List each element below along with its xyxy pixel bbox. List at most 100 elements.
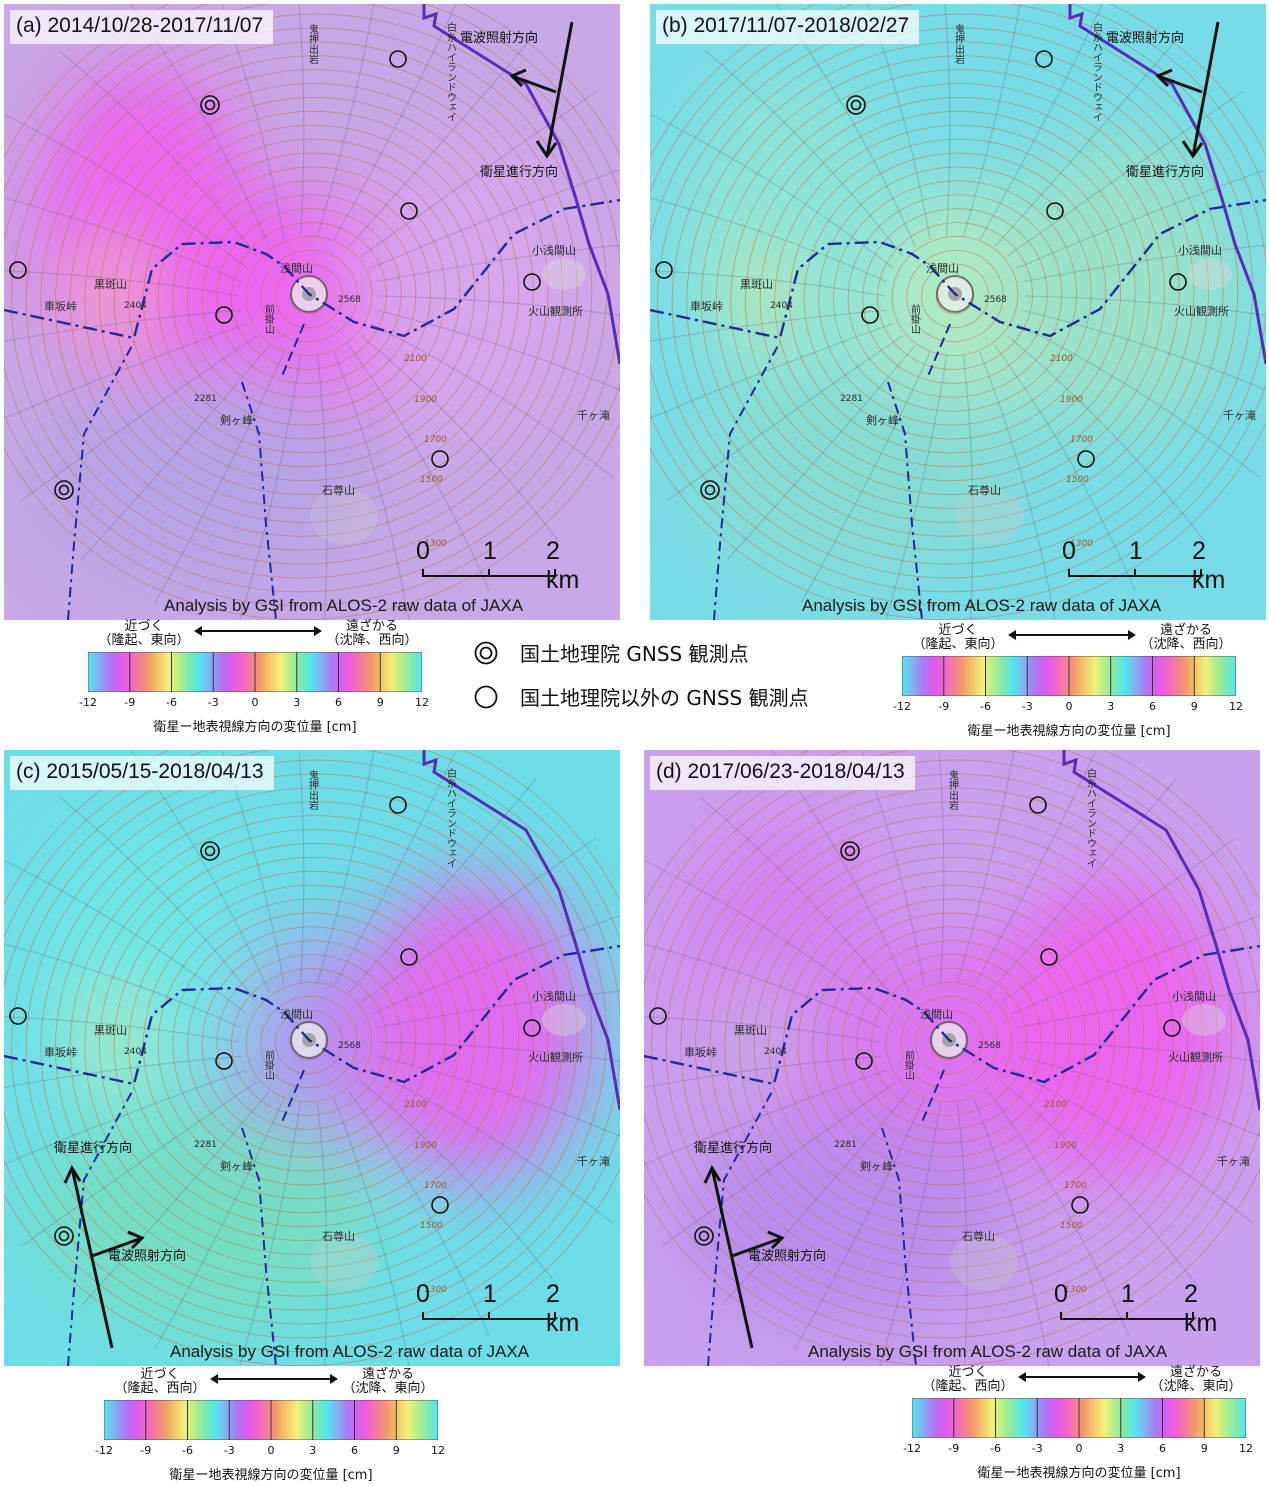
place-label: 剣ヶ峰 xyxy=(220,414,253,427)
credit-text: Analysis by GSI from ALOS-2 raw data of … xyxy=(170,1342,530,1361)
legend-near: 近づく xyxy=(938,623,978,638)
satellite-geometry xyxy=(509,21,574,159)
scale-bar: 0 1 2 km xyxy=(1054,1280,1217,1340)
double-arrow-icon xyxy=(210,1374,338,1384)
boundary-line xyxy=(921,1069,945,1123)
contour-elevation-labels: 2100 1900 1700 1500 1300 xyxy=(1050,354,1093,549)
gnss-station-icon xyxy=(1077,450,1095,468)
place-label: 車坂峠 xyxy=(44,1045,77,1059)
color-bar-tick: 6 xyxy=(351,1444,358,1457)
legend-far-sub: （沈降、西向） xyxy=(326,633,418,648)
color-bar xyxy=(902,656,1236,696)
place-label: 白糸ハイランドウェイ xyxy=(1091,21,1103,122)
place-label: 白糸ハイランドウェイ xyxy=(445,767,457,868)
color-bar xyxy=(88,652,422,692)
color-bar xyxy=(104,1400,438,1440)
scale-2: 2 km xyxy=(1192,537,1226,594)
place-label: 浅間山 xyxy=(280,262,313,275)
place-label: 前掛山 xyxy=(263,1049,275,1080)
panel-title: (c) 2015/05/15-2018/04/13 xyxy=(10,756,274,790)
gnss-station-icon xyxy=(655,261,673,279)
place-label: 黒斑山 xyxy=(734,1024,767,1037)
boundary-line xyxy=(67,1087,135,1366)
boundary-line xyxy=(241,1127,277,1366)
gnss-stations xyxy=(9,50,541,500)
contour-lines xyxy=(4,4,620,620)
color-bar-tick: -3 xyxy=(1031,1442,1043,1455)
color-bar-tick: -12 xyxy=(95,1444,113,1457)
color-bar-tick: -9 xyxy=(140,1444,152,1457)
place-label: 2568 xyxy=(978,1041,1001,1051)
place-label: 石尊山 xyxy=(968,483,1001,497)
legend-far-sub: （沈降、東向） xyxy=(1150,1379,1242,1394)
ishizon-cone xyxy=(310,488,378,544)
place-label: 車坂峠 xyxy=(690,299,723,313)
scale-bar: 0 1 2 km xyxy=(416,537,579,597)
color-bar-tick: -6 xyxy=(166,696,177,709)
color-bar-tick: 6 xyxy=(1159,1442,1166,1455)
place-label: 鬼押出岩 xyxy=(307,769,319,811)
color-bar-tick: -6 xyxy=(990,1442,1001,1455)
boundary-line xyxy=(713,341,781,620)
scale-0: 0 xyxy=(416,1280,430,1308)
place-label: 白糸ハイランドウェイ xyxy=(1085,767,1097,868)
place-label: 千ヶ滝 xyxy=(1217,1155,1250,1168)
place-label: 千ヶ滝 xyxy=(577,1155,610,1168)
gnss-station-icon xyxy=(215,1052,233,1070)
place-label: 2404 xyxy=(124,1047,147,1057)
illumination-label: 電波照射方向 xyxy=(748,1248,826,1264)
scale-0: 0 xyxy=(1062,537,1076,565)
legend-far-sub: （沈降、西向） xyxy=(1140,637,1232,652)
ko-asama-cone xyxy=(1182,1004,1226,1036)
gnss-station-icon xyxy=(9,261,27,279)
scale-1: 1 xyxy=(483,537,497,565)
gsi-station-label: 国土地理院 GNSS 観測点 xyxy=(520,642,749,666)
legend-caption: 衛星ー地表視線方向の変位量 [cm] xyxy=(169,1468,373,1483)
contour-label: 1500 xyxy=(420,475,443,485)
ko-asama-cone xyxy=(1188,258,1232,290)
other-station-label: 国土地理院以外の GNSS 観測点 xyxy=(520,686,809,710)
place-label: 小浅間山 xyxy=(532,244,576,257)
color-bar-tick: 3 xyxy=(1117,1442,1125,1455)
double-arrow-icon xyxy=(194,626,322,636)
scale-1: 1 xyxy=(1121,1280,1135,1308)
place-label: 車坂峠 xyxy=(44,299,77,313)
satellite-track-arrow-icon xyxy=(710,1167,754,1349)
color-bar-ticks: -12 -9 -6 -3 0 3 6 9 12 xyxy=(95,1444,445,1458)
boundary-line xyxy=(650,198,1266,340)
place-label: 石尊山 xyxy=(322,483,355,497)
place-label: 小浅間山 xyxy=(532,990,576,1003)
place-label: 小浅間山 xyxy=(1178,244,1222,257)
color-bar-tick: 3 xyxy=(309,1444,317,1457)
contour-label: 1900 xyxy=(1060,395,1083,405)
color-scale-legend-d: 近づく （隆起、西向） 遠ざかる （沈降、東向） -12 -9 -6 -3 0 3 6 9 12 衛… xyxy=(903,1366,1253,1484)
contour-label: 1300 xyxy=(1070,539,1093,549)
contour-label: 1700 xyxy=(1070,435,1093,445)
boundary-line xyxy=(887,381,923,620)
radar-illumination-arrow-icon xyxy=(731,1236,783,1258)
scale-bar: 0 1 2 km xyxy=(1062,537,1225,597)
gnss-stations xyxy=(655,50,1187,500)
color-bar-tick: -3 xyxy=(1021,700,1033,713)
gnss-station-icon xyxy=(431,450,449,468)
boundary-line xyxy=(281,323,305,377)
scale-2: 2 km xyxy=(546,537,580,594)
color-bar-tick: 0 xyxy=(267,1444,275,1457)
legend-near: 近づく xyxy=(124,619,164,634)
boundary-line xyxy=(644,944,1260,1086)
contour-label: 1500 xyxy=(1066,475,1089,485)
gnss-station-icon xyxy=(523,273,541,291)
credit-text: Analysis by GSI from ALOS-2 raw data of … xyxy=(802,596,1162,615)
gnss-station-icon xyxy=(1046,202,1064,220)
track-label: 衛星進行方向 xyxy=(54,1140,132,1156)
panel-title: (d) 2017/06/23-2018/04/13 xyxy=(650,756,915,790)
place-label: 黒斑山 xyxy=(94,278,127,291)
legend-caption: 衛星ー地表視線方向の変位量 [cm] xyxy=(977,1466,1181,1481)
place-label: 2404 xyxy=(764,1047,787,1057)
color-bar-tick: -9 xyxy=(124,696,136,709)
panel-b: 浅間山 黒斑山 車坂峠 剣ヶ峰 石尊山 小浅間山 火山観測所 千ヶ滝 前掛山 鬼押出岩 白糸ハイラン… xyxy=(650,4,1266,620)
